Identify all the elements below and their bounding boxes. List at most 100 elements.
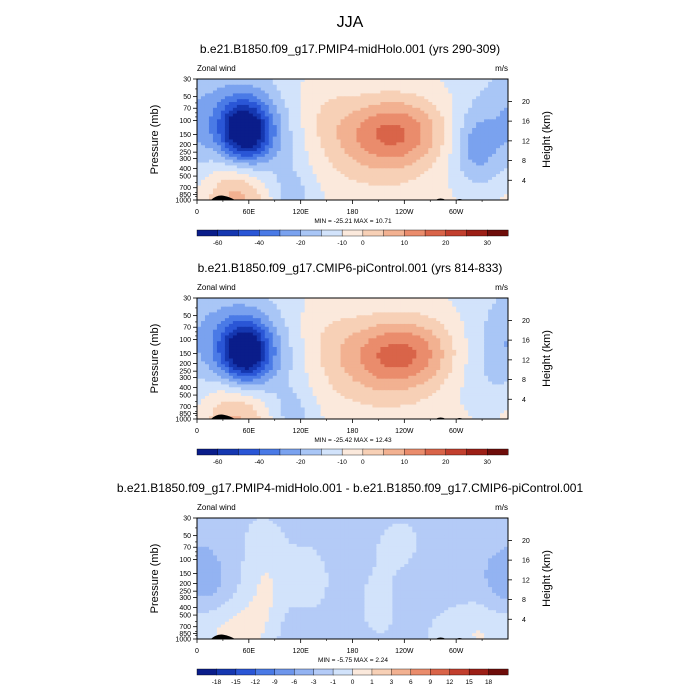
contour-cell [240, 153, 246, 158]
contour-cell [424, 102, 429, 106]
contour-cell [428, 179, 433, 184]
contour-cell [428, 182, 433, 187]
contour-cell [384, 79, 389, 83]
contour-cell [244, 321, 250, 325]
contour-cell [484, 142, 489, 146]
contour-cell [284, 326, 290, 331]
contour-cell [460, 338, 465, 342]
contour-cell [500, 298, 505, 302]
contour-cell [260, 326, 266, 331]
contour-cell [288, 165, 294, 169]
x-tick-label: 120E [292, 209, 309, 216]
contour-cell [396, 104, 401, 109]
contour-cell [356, 303, 362, 308]
contour-cell [292, 300, 298, 305]
contour-cell [264, 298, 270, 302]
contour-cell [340, 110, 346, 115]
contour-cell [444, 303, 449, 308]
contour-cell [420, 119, 425, 123]
contour-cell [328, 81, 334, 86]
contour-cell [304, 125, 310, 129]
contour-cell [432, 176, 437, 181]
contour-cell [236, 341, 242, 345]
contour-cell [380, 315, 385, 319]
contour-cell [272, 84, 278, 89]
contour-cell [484, 335, 489, 339]
contour-cell [208, 151, 214, 155]
contour-cell [228, 355, 234, 360]
contour-cell [460, 127, 465, 132]
contour-cell [216, 174, 222, 178]
contour-cell [336, 119, 342, 123]
contour-cell [324, 309, 330, 313]
contour-cell [392, 338, 397, 342]
contour-cell [488, 142, 493, 146]
contour-cell [316, 338, 322, 342]
contour-cell [444, 81, 449, 86]
contour-cell [380, 125, 385, 129]
contour-cell [197, 315, 202, 319]
contour-cell [300, 162, 306, 167]
contour-cell [264, 309, 270, 313]
contour-cell [432, 81, 437, 86]
contour-cell [264, 306, 270, 311]
contour-cell [248, 335, 254, 339]
contour-cell [236, 162, 242, 167]
contour-cell [392, 188, 397, 192]
contour-cell [472, 110, 477, 115]
contour-cell [360, 165, 366, 169]
contour-cell [272, 171, 278, 175]
contour-cell [356, 179, 362, 184]
contour-cell [280, 174, 286, 178]
contour-cell [396, 87, 401, 92]
contour-cell [384, 197, 389, 200]
contour-cell [284, 104, 290, 109]
contour-cell [456, 90, 461, 94]
contour-cell [224, 300, 230, 305]
contour-cell [328, 125, 334, 129]
contour-cell [284, 145, 290, 149]
contour-cell [404, 335, 409, 339]
contour-cell [368, 87, 374, 92]
contour-cell [324, 159, 330, 164]
contour-cell [256, 127, 262, 132]
contour-cell [500, 188, 505, 192]
contour-cell [340, 125, 346, 129]
contour-cell [464, 116, 469, 120]
contour-cell [232, 102, 238, 106]
contour-cell [316, 113, 322, 118]
contour-cell [312, 312, 318, 316]
contour-cell [432, 96, 437, 100]
contour-cell [232, 323, 238, 328]
contour-cell [360, 148, 366, 152]
contour-cell [240, 107, 246, 112]
contour-cell [352, 90, 358, 94]
contour-cell [204, 306, 210, 311]
contour-cell [228, 321, 234, 325]
contour-cell [352, 306, 358, 311]
contour-cell [468, 168, 473, 172]
contour-cell [440, 116, 445, 120]
contour-cell [360, 326, 366, 331]
contour-cell [348, 90, 354, 94]
contour-cell [372, 81, 378, 86]
contour-cell [344, 298, 350, 302]
contour-cell [216, 156, 222, 161]
contour-cell [336, 165, 342, 169]
contour-cell [464, 303, 469, 308]
contour-cell [456, 326, 461, 331]
contour-cell [328, 335, 334, 339]
contour-cell [420, 162, 425, 167]
contour-cell [352, 182, 358, 187]
contour-cell [264, 171, 270, 175]
contour-cell [300, 185, 306, 190]
contour-cell [452, 329, 457, 334]
contour-cell [428, 145, 433, 149]
contour-cell [460, 119, 465, 123]
contour-cell [208, 323, 214, 328]
contour-cell [484, 312, 489, 316]
contour-cell [364, 119, 370, 123]
contour-cell [332, 165, 338, 169]
contour-cell [484, 176, 489, 181]
contour-cell [424, 139, 429, 143]
